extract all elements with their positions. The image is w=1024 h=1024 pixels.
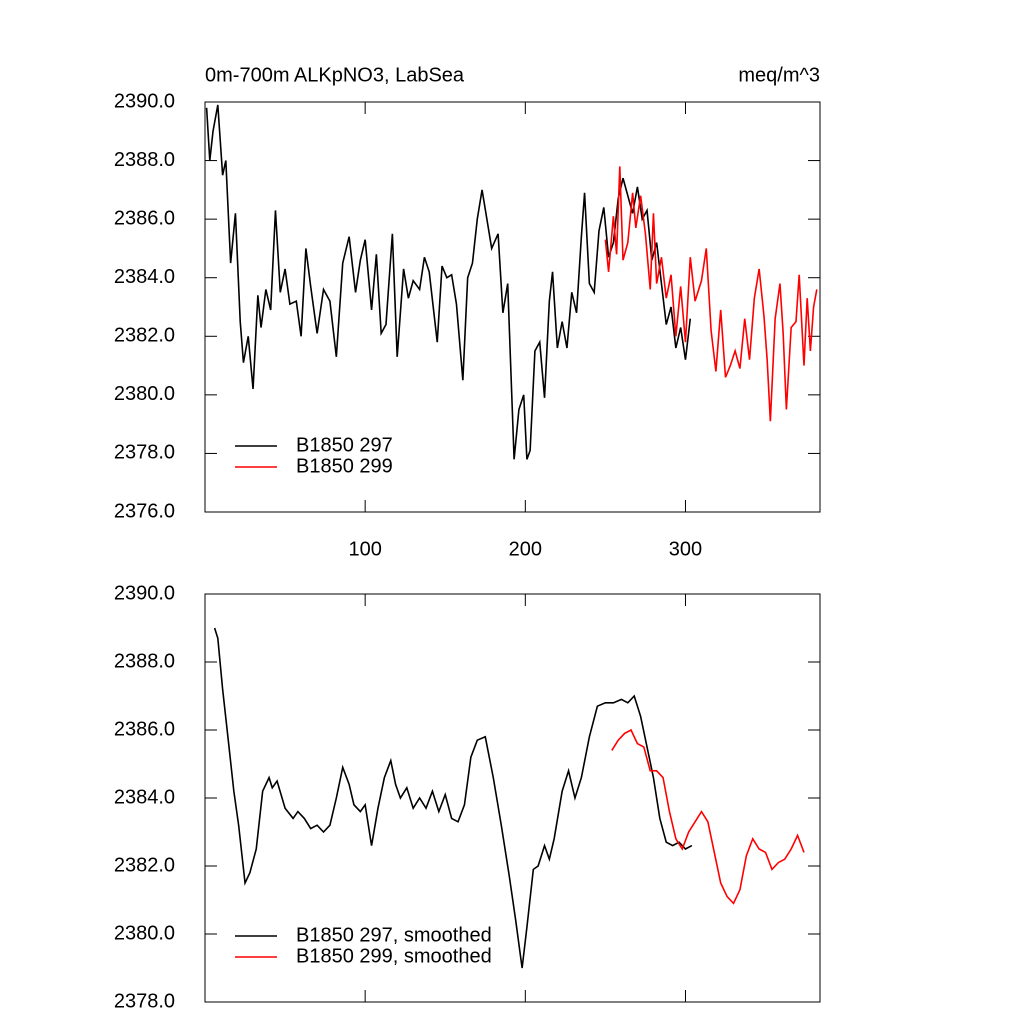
chart-title: 0m-700m ALKpNO3, LabSea	[205, 64, 465, 86]
y-tick-label: 2384.0	[114, 786, 175, 808]
y-tick-label: 2380.0	[114, 922, 175, 944]
plot-frame	[204, 101, 821, 513]
series-line	[604, 166, 818, 422]
y-tick-label: 2386.0	[114, 207, 175, 229]
series-line	[213, 627, 693, 969]
y-tick-label: 2386.0	[114, 718, 175, 740]
y-tick-label: 2384.0	[114, 266, 175, 288]
x-tick-label: 200	[509, 538, 542, 560]
y-tick-label: 2378.0	[114, 442, 175, 464]
legend-label: B1850 297, smoothed	[296, 924, 492, 946]
x-tick-label: 300	[669, 538, 702, 560]
y-tick-label: 2388.0	[114, 149, 175, 171]
series-line	[205, 104, 692, 460]
y-tick-label: 2388.0	[114, 650, 175, 672]
y-tick-label: 2378.0	[114, 990, 175, 1012]
units-label: meq/m^3	[738, 64, 820, 86]
legend-label: B1850 299, smoothed	[296, 945, 492, 967]
y-tick-label: 2390.0	[114, 582, 175, 604]
x-tick-label: 100	[348, 538, 381, 560]
legend-label: B1850 299	[296, 455, 393, 477]
legend-label: B1850 297	[296, 434, 393, 456]
y-tick-label: 2382.0	[114, 854, 175, 876]
series-line	[611, 728, 805, 905]
y-tick-label: 2390.0	[114, 90, 175, 112]
y-tick-label: 2380.0	[114, 383, 175, 405]
y-tick-label: 2382.0	[114, 325, 175, 347]
y-tick-label: 2376.0	[114, 500, 175, 522]
